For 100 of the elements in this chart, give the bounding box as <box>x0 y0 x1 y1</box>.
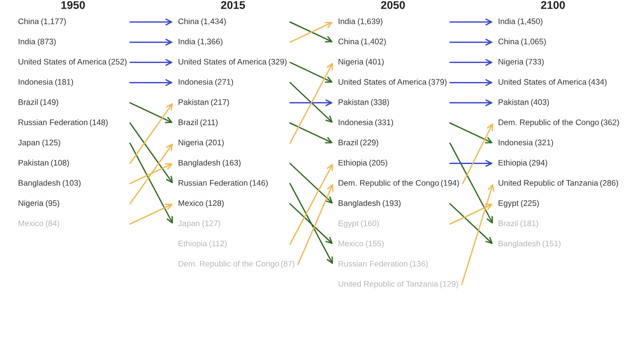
text: Bangladesh <box>18 180 60 188</box>
data-label: (87) <box>281 260 294 268</box>
category-label: 2100 <box>541 1 565 9</box>
data-label: (225) <box>521 200 539 208</box>
data-label: (95) <box>46 200 60 208</box>
data-label: (205) <box>369 160 388 168</box>
legend-label: Bangladesh <box>178 160 220 168</box>
text: China <box>498 38 520 44</box>
legend-label: Ethiopia <box>338 160 368 168</box>
data-label: (873) <box>38 38 56 46</box>
data-label: (1,434) <box>201 18 226 26</box>
data-label: (136) <box>410 260 428 268</box>
data-label: (155) <box>366 240 384 248</box>
category-label: 2015 <box>221 1 246 9</box>
text: Ethiopia <box>178 240 208 248</box>
text: Indonesia <box>338 119 373 126</box>
text: Ethiopia <box>498 160 528 168</box>
data-label: (1,065) <box>521 38 546 46</box>
text: Egypt <box>338 220 359 228</box>
data-label: (129) <box>440 280 458 288</box>
data-label: (229) <box>360 139 378 147</box>
legend-label: Nigeria <box>178 139 204 147</box>
data-label: (148) <box>90 119 108 127</box>
text: Pakistan <box>498 99 528 105</box>
data-label: (151) <box>542 240 561 248</box>
legend-label: Mexico <box>178 200 204 206</box>
text: Nigeria <box>338 58 364 66</box>
data-label: (286) <box>600 180 618 188</box>
data-label: (149) <box>40 99 58 107</box>
data-label: (329) <box>268 58 287 66</box>
text: United Republic of Tanzania <box>338 280 438 288</box>
data-label: (181) <box>520 220 538 228</box>
text: Brazil <box>338 139 358 146</box>
category-label: 2050 <box>381 1 405 9</box>
text: Bangladesh <box>498 240 540 248</box>
data-label: (160) <box>361 220 379 228</box>
data-label: (331) <box>375 119 394 127</box>
data-label: (403) <box>531 99 549 107</box>
text: Dem. Republic of the Congo <box>498 119 599 127</box>
data-label: (362) <box>601 119 619 127</box>
text: China <box>18 18 40 24</box>
legend-label: United States of America <box>178 58 267 65</box>
data-label: (127) <box>202 220 220 228</box>
text: India <box>498 18 516 24</box>
data-label: (103) <box>62 180 81 188</box>
text: Mexico <box>18 220 44 226</box>
data-label: (108) <box>51 160 69 168</box>
text: Dem. Republic of the Congo <box>178 260 279 268</box>
data-label: (84) <box>46 220 60 228</box>
text: Japan <box>18 140 40 147</box>
text: Brazil <box>498 220 518 226</box>
data-label: (434) <box>588 78 607 86</box>
data-label: (193) <box>382 200 401 208</box>
data-label: (128) <box>206 200 224 208</box>
text: Mexico <box>338 240 364 246</box>
text: China <box>338 38 360 44</box>
text: Pakistan <box>18 160 48 166</box>
text: Russian Federation <box>338 260 408 267</box>
data-label: (1,177) <box>41 18 66 26</box>
text: Indonesia <box>18 78 53 85</box>
data-label: (146) <box>250 180 268 188</box>
legend-label: Brazil <box>178 119 198 126</box>
data-label: (733) <box>526 58 544 66</box>
data-label: (1,639) <box>358 18 382 26</box>
text: India <box>338 18 356 24</box>
data-label: (1,366) <box>198 38 222 46</box>
legend-label: Egypt <box>498 200 519 208</box>
data-label: (294) <box>529 160 548 168</box>
text: Nigeria <box>18 200 44 208</box>
data-label: (194) <box>441 180 459 188</box>
data-label: (271) <box>215 78 234 86</box>
data-label: (379) <box>428 78 447 86</box>
text: Nigeria <box>498 58 524 66</box>
text: India <box>18 38 36 44</box>
legend-label: Japan <box>178 220 200 228</box>
legend-label: Pakistan <box>178 99 208 105</box>
data-label: (1,402) <box>361 38 386 46</box>
data-label: (112) <box>209 240 227 248</box>
legend-label: Dem. Republic of the Congo <box>338 180 439 188</box>
data-label: (217) <box>211 99 229 107</box>
text: United States of America <box>338 78 427 85</box>
category-label: 1950 <box>61 1 85 9</box>
data-label: (1,450) <box>518 18 542 26</box>
data-label: (252) <box>108 58 127 66</box>
data-label: (201) <box>206 139 224 147</box>
text: United States of America <box>498 78 587 85</box>
text: Pakistan <box>338 99 368 105</box>
legend-label: Russian Federation <box>178 180 248 186</box>
legend-label: India <box>178 38 196 44</box>
data-label: (181) <box>55 78 74 86</box>
text: Indonesia <box>498 139 533 146</box>
data-label: (125) <box>42 139 60 147</box>
legend-label: China <box>178 18 200 24</box>
text: Russian Federation <box>18 119 88 126</box>
text: Brazil <box>18 99 38 105</box>
data-label: (338) <box>371 99 389 107</box>
data-label: (163) <box>222 160 241 168</box>
data-label: (211) <box>200 119 218 127</box>
data-label: (401) <box>366 58 384 66</box>
legend-label: United Republic of Tanzania <box>498 180 598 188</box>
